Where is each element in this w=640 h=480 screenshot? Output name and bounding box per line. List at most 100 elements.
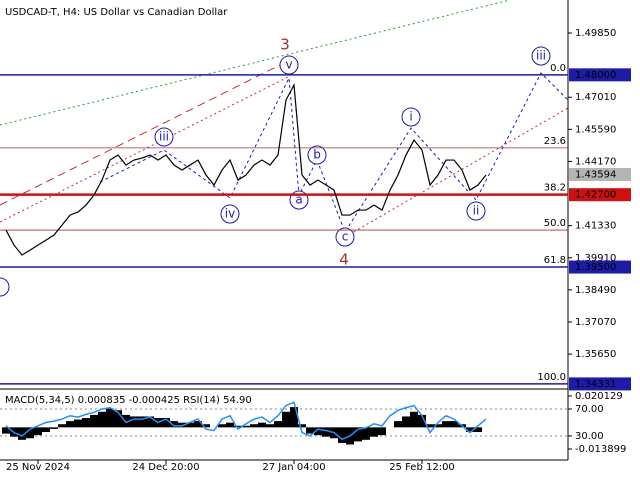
macd-bar — [178, 422, 186, 428]
y-tick-label: 1.39910 — [575, 253, 616, 264]
price-line — [5, 82, 487, 256]
y-tick-label: 70.00 — [575, 404, 604, 415]
rsi-line — [5, 401, 487, 441]
macd-bar — [314, 427, 322, 436]
level-label: 1.48000 — [575, 70, 616, 81]
y-tick-label: 30.00 — [575, 431, 604, 442]
macd-bar — [218, 424, 226, 428]
macd-bar — [202, 424, 210, 428]
wave-label: a — [295, 193, 302, 207]
channel-line — [0, 59, 291, 206]
macd-bar — [426, 424, 434, 428]
level-box — [569, 260, 631, 274]
fib-label: 50.0 — [544, 218, 566, 229]
macd-bar — [370, 427, 378, 437]
macd-bar — [194, 421, 202, 428]
level-box — [569, 167, 631, 181]
wave-label: v — [285, 58, 292, 72]
macd-bar — [338, 427, 346, 443]
macd-bar — [66, 421, 74, 428]
macd-bar — [42, 427, 50, 433]
fib-label: 23.6 — [544, 136, 566, 147]
macd-bar — [162, 418, 170, 428]
wave-label: iii — [159, 130, 169, 144]
level-label: 1.39500 — [575, 262, 616, 273]
macd-bar — [298, 424, 306, 428]
fib-label: 61.8 — [544, 255, 566, 266]
level-label: 1.34331 — [575, 379, 616, 390]
wave-label: b — [313, 148, 321, 162]
fib-label: 38.2 — [544, 183, 566, 194]
macd-bar — [58, 424, 66, 428]
macd-bar — [106, 408, 114, 428]
macd-bar — [114, 410, 122, 428]
wave-label: 3 — [280, 36, 290, 54]
macd-bar — [234, 425, 242, 428]
macd-bar — [402, 416, 410, 428]
y-tick-label: 1.45590 — [575, 124, 616, 135]
macd-bar — [250, 424, 258, 428]
y-tick-label: 0.020129 — [575, 391, 623, 402]
macd-bar — [442, 421, 450, 428]
macd-bar — [474, 427, 482, 433]
macd-bar — [74, 419, 82, 428]
wave-label: ii — [473, 204, 480, 218]
macd-bar — [282, 411, 290, 428]
y-tick-label: 1.35650 — [575, 349, 616, 360]
macd-bar — [378, 427, 386, 436]
macd-bar — [50, 427, 58, 429]
level-box — [569, 377, 631, 391]
wave-path — [99, 72, 569, 234]
channel-line — [0, 75, 291, 223]
macd-bar — [2, 427, 10, 434]
chart-title: USDCAD-T, H4: US Dollar vs Canadian Doll… — [5, 7, 228, 18]
macd-bar — [122, 414, 130, 428]
macd-bar — [98, 411, 106, 428]
level-label: 1.43594 — [575, 169, 616, 180]
macd-bar — [290, 407, 298, 428]
macd-bar — [170, 421, 178, 428]
macd-bar — [434, 424, 442, 428]
wave-label: iv — [225, 207, 235, 221]
macd-bar — [322, 427, 330, 437]
macd-bar — [466, 427, 474, 433]
level-box — [569, 68, 631, 82]
macd-bar — [138, 416, 146, 428]
macd-bar — [410, 411, 418, 428]
y-tick-label: 1.37070 — [575, 317, 616, 328]
fib-label: 0.0 — [550, 63, 566, 74]
y-tick-label: -0.013899 — [575, 444, 626, 455]
macd-bar — [242, 425, 250, 428]
wave-label: c — [342, 230, 349, 244]
macd-bar — [266, 424, 274, 428]
y-tick-label: 1.44170 — [575, 156, 616, 167]
wave-label: iii — [536, 49, 546, 63]
y-tick-label: 1.41330 — [575, 221, 616, 232]
macd-bar — [130, 416, 138, 428]
macd-bar — [34, 427, 42, 436]
level-label: 1.42700 — [575, 190, 616, 201]
macd-bar — [274, 421, 282, 428]
macd-bar — [258, 422, 266, 428]
macd-bar — [26, 427, 34, 439]
x-tick-label: 25 Feb 12:00 — [389, 462, 455, 473]
wave-label: 4 — [339, 251, 349, 269]
macd-bar — [306, 427, 314, 434]
macd-bar — [362, 427, 370, 440]
x-tick-label: 27 Jan 04:00 — [262, 462, 325, 473]
macd-bar — [418, 414, 426, 428]
macd-bar — [90, 414, 98, 428]
wave-label: i — [409, 110, 412, 124]
level-box — [569, 188, 631, 202]
x-tick-label: 24 Dec 20:00 — [132, 462, 199, 473]
macd-bar — [226, 422, 234, 428]
indicator-title: MACD(5,34,5) 0.000835 -0.000425 RSI(14) … — [5, 395, 252, 406]
y-tick-label: 1.49850 — [575, 28, 616, 39]
macd-bar — [450, 421, 458, 428]
macd-bar — [186, 422, 194, 428]
macd-bar — [394, 421, 402, 428]
x-tick-label: 25 Nov 2024 — [6, 462, 70, 473]
macd-bar — [146, 416, 154, 428]
